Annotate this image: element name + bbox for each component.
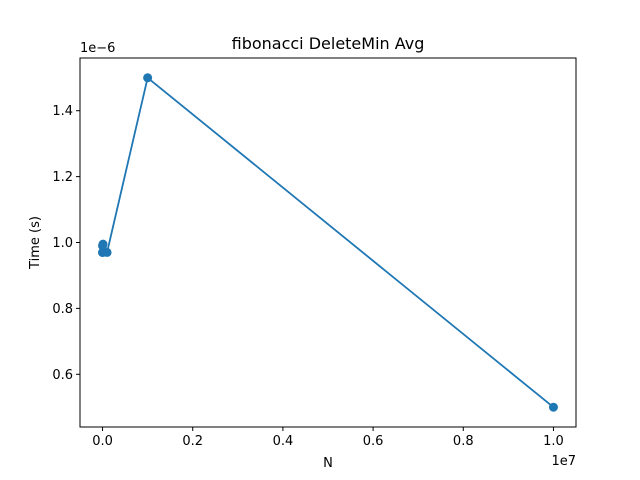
y-tick-label: 1.0 bbox=[52, 236, 73, 251]
x-axis-label: N bbox=[323, 456, 333, 471]
x-tick-label: 0.8 bbox=[453, 434, 474, 449]
y-tick-label: 0.6 bbox=[52, 368, 73, 383]
x-axis-offset-label: 1e7 bbox=[551, 454, 576, 469]
y-axis-offset-label: 1e−6 bbox=[80, 41, 115, 56]
x-tick-label: 1.0 bbox=[543, 434, 564, 449]
y-tick-label: 1.2 bbox=[52, 170, 73, 185]
x-tick-label: 0.6 bbox=[363, 434, 384, 449]
data-point bbox=[98, 239, 108, 249]
x-axis-ticks: 0.0 0.2 0.4 0.6 0.8 1.0 bbox=[92, 427, 564, 449]
x-tick-label: 0.4 bbox=[273, 434, 294, 449]
plot-area bbox=[80, 58, 576, 427]
chart-marks bbox=[98, 73, 558, 412]
x-tick-label: 0.2 bbox=[182, 434, 203, 449]
y-axis-label: Time (s) bbox=[28, 216, 43, 270]
x-tick-label: 0.0 bbox=[92, 434, 113, 449]
chart-title: fibonacci DeleteMin Avg bbox=[232, 34, 425, 53]
y-tick-label: 1.4 bbox=[52, 104, 73, 119]
y-axis-ticks: 0.6 0.8 1.0 1.2 1.4 bbox=[52, 104, 80, 383]
data-point bbox=[548, 402, 558, 412]
y-tick-label: 0.8 bbox=[52, 302, 73, 317]
data-point bbox=[143, 73, 153, 83]
data-point bbox=[102, 247, 112, 257]
